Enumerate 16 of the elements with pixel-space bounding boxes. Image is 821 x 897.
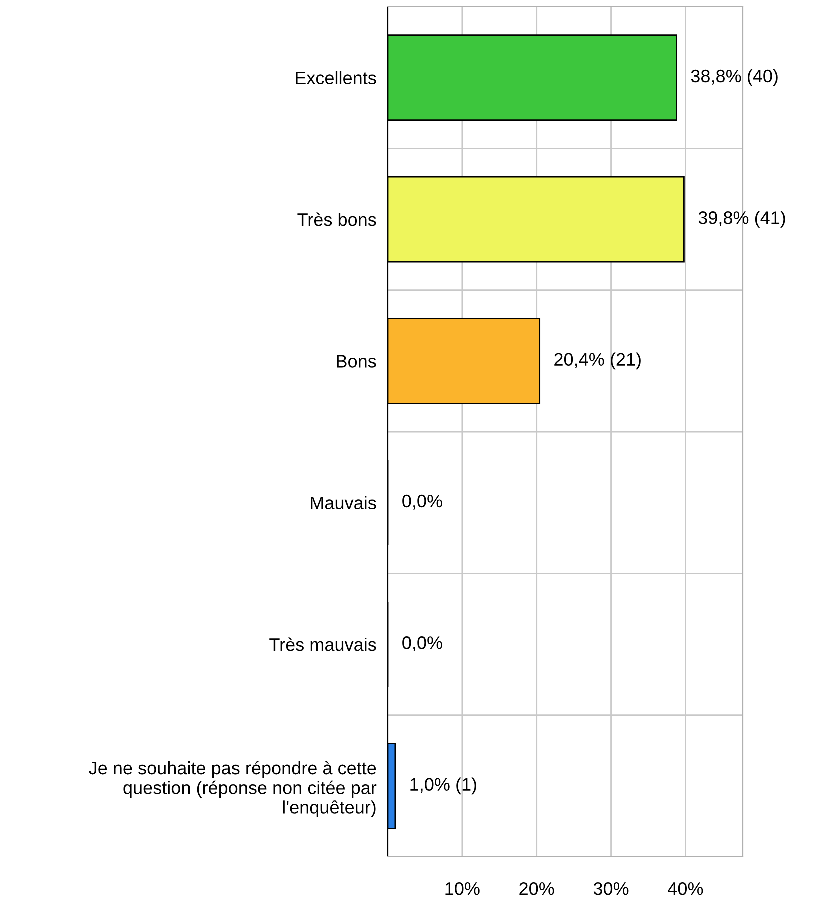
y-tick-label: Très bons: [298, 212, 376, 226]
x-tick-label: 30%: [594, 882, 629, 896]
data-label: 20,4% (21): [554, 352, 641, 370]
data-label: 0,0%: [402, 636, 442, 652]
data-label: 38,8% (40): [691, 69, 778, 86]
data-label: 1,0% (1): [410, 778, 476, 795]
data-label: 39,8% (41): [698, 211, 786, 228]
y-tick-label: Bons: [337, 355, 376, 368]
x-tick-label: 40%: [668, 882, 704, 896]
x-tick-label: 20%: [520, 882, 554, 896]
data-label: 0,0%: [402, 494, 442, 510]
y-tick-label: Mauvais: [311, 496, 376, 510]
x-tick-label: 10%: [446, 882, 480, 896]
y-tick-label: Excellents: [296, 71, 376, 85]
y-tick-label: Je ne souhaite pas répondre à cette question (réponse non citée par l'enquêteur): [89, 761, 377, 818]
y-tick-label: Très mauvais: [270, 638, 376, 652]
